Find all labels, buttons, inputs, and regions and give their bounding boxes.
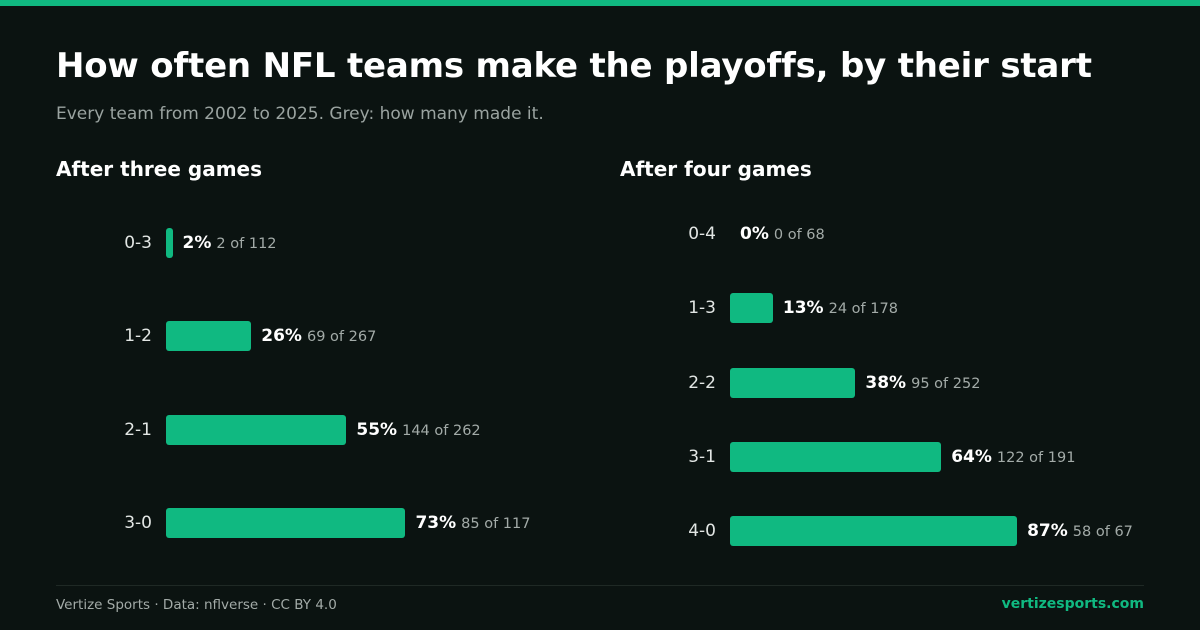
bar-category-label: 2-2 xyxy=(688,372,716,393)
bar-percent-label: 73% xyxy=(415,512,457,533)
bar xyxy=(166,507,406,538)
bar-category-label: 0-4 xyxy=(688,224,716,244)
bar-value-group: 26% 69 of 267 xyxy=(261,320,376,352)
bar-count-label: 85 of 117 xyxy=(461,515,531,532)
bar-percent-label: 26% xyxy=(261,326,302,347)
bar-value-group: 13% 24 of 178 xyxy=(783,292,898,324)
bar-value-group: 2% 2 of 112 xyxy=(183,227,277,259)
bar-percent-label: 87% xyxy=(1027,521,1068,542)
bar-value-group: 87% 58 of 67 xyxy=(1027,515,1133,547)
bar xyxy=(730,441,942,472)
bar-category-label: 1-2 xyxy=(124,326,152,347)
bar-count-label: 69 of 267 xyxy=(306,329,377,346)
bar-value-group: 38% 95 of 252 xyxy=(865,367,980,399)
bar-value-group: 55% 144 of 262 xyxy=(356,414,480,446)
bar-percent-label: 13% xyxy=(782,298,824,319)
bar-count-label: 122 of 191 xyxy=(996,449,1076,466)
footer-source: Vertize Sports · Data: nflverse · CC BY … xyxy=(56,597,337,613)
bar-category-label: 0-3 xyxy=(124,233,152,253)
footer-divider xyxy=(56,585,1144,586)
bar-percent-label: 38% xyxy=(865,372,907,393)
page-title: How often NFL teams make the playoffs, b… xyxy=(56,46,1092,86)
bar xyxy=(166,414,347,445)
bar-value-group: 0% 0 of 68 xyxy=(740,218,825,250)
bar-percent-label: 2% xyxy=(182,233,212,253)
bar-category-label: 3-1 xyxy=(688,446,716,467)
bar-category-label: 2-1 xyxy=(124,419,152,440)
bar-category-label: 1-3 xyxy=(688,298,716,319)
bar-percent-label: 64% xyxy=(951,446,992,467)
top-accent-bar xyxy=(0,0,1200,6)
bar-category-label: 4-0 xyxy=(688,521,716,542)
bar-count-label: 2 of 112 xyxy=(216,236,277,252)
bar xyxy=(166,321,252,352)
bar-count-label: 24 of 178 xyxy=(828,301,898,318)
bar-percent-label: 55% xyxy=(356,419,398,440)
bar-count-label: 144 of 262 xyxy=(402,422,481,439)
page-subtitle: Every team from 2002 to 2025. Grey: how … xyxy=(56,104,544,124)
bar-count-label: 0 of 68 xyxy=(773,227,825,243)
bar xyxy=(730,367,856,398)
bar-value-group: 73% 85 of 117 xyxy=(415,507,530,539)
bar xyxy=(730,516,1018,547)
bar-count-label: 58 of 67 xyxy=(1072,524,1133,541)
bar-value-group: 64% 122 of 191 xyxy=(951,441,1075,473)
bar-count-label: 95 of 252 xyxy=(911,375,981,392)
panel-title-three-games: After three games xyxy=(56,157,263,181)
bar-percent-label: 0% xyxy=(740,224,769,244)
bar xyxy=(166,228,173,258)
footer-site-link[interactable]: vertizesports.com xyxy=(1001,596,1144,612)
bar xyxy=(730,293,773,324)
bar-category-label: 3-0 xyxy=(124,512,152,533)
panel-title-four-games: After four games xyxy=(620,157,812,181)
